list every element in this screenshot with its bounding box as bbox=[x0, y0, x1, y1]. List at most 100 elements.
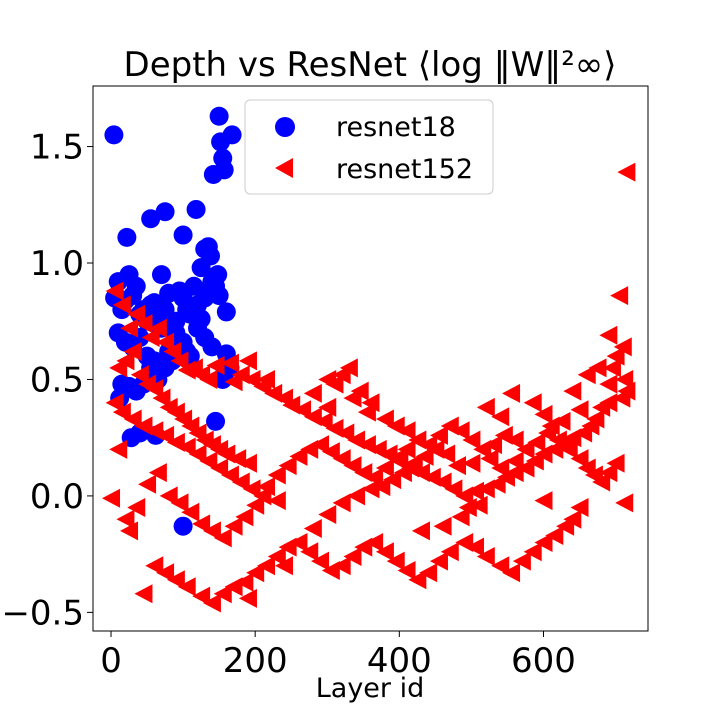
resnet152-point bbox=[462, 430, 481, 450]
resnet152-point bbox=[516, 458, 535, 478]
resnet152-point bbox=[109, 439, 128, 459]
resnet152-point bbox=[354, 537, 373, 557]
plot-frame bbox=[92, 85, 649, 632]
resnet152-point bbox=[365, 467, 384, 487]
resnet152-point bbox=[615, 369, 634, 389]
resnet152-point bbox=[491, 407, 510, 427]
resnet152-point bbox=[516, 439, 535, 459]
resnet152-point bbox=[256, 369, 275, 389]
resnet152-point bbox=[199, 369, 218, 389]
resnet152-point bbox=[592, 397, 611, 417]
legend-marker-resnet18 bbox=[275, 117, 295, 137]
resnet152-point bbox=[451, 421, 470, 441]
resnet18-point bbox=[216, 302, 236, 322]
resnet152-point bbox=[447, 456, 466, 476]
resnet152-point bbox=[238, 351, 257, 371]
resnet152-point bbox=[610, 286, 629, 306]
resnet152-point bbox=[275, 556, 294, 576]
y-tick-label: 1.0 bbox=[30, 244, 84, 284]
chart-title: Depth vs ResNet ⟨log ‖W‖²∞⟩ bbox=[124, 45, 617, 85]
resnet152-point bbox=[105, 393, 124, 413]
resnet152-point bbox=[303, 407, 322, 427]
resnet152-point bbox=[397, 421, 416, 441]
resnet152-point bbox=[275, 388, 294, 408]
resnet152-point bbox=[458, 498, 477, 518]
resnet152-point bbox=[386, 551, 405, 571]
y-tick-label: 0.5 bbox=[30, 360, 84, 400]
resnet152-point bbox=[563, 381, 582, 401]
resnet152-point bbox=[170, 351, 189, 371]
resnet152-point bbox=[112, 295, 131, 315]
resnet152-point bbox=[202, 521, 221, 541]
resnet152-point bbox=[321, 442, 340, 462]
resnet152-point bbox=[138, 474, 157, 494]
resnet152-point bbox=[534, 491, 553, 511]
resnet152-point bbox=[393, 463, 412, 483]
resnet152-point bbox=[166, 432, 185, 452]
resnet152-point bbox=[422, 467, 441, 487]
resnet152-point bbox=[238, 588, 257, 608]
y-tick-label: 1.5 bbox=[30, 128, 84, 168]
resnet152-point bbox=[159, 486, 178, 506]
resnet152-point bbox=[220, 465, 239, 485]
resnet152-point bbox=[512, 551, 531, 571]
resnet152-point bbox=[220, 353, 239, 373]
resnet152-point bbox=[134, 584, 153, 604]
resnet152-point bbox=[289, 446, 308, 466]
resnet152-point bbox=[156, 332, 175, 352]
resnet152-point bbox=[469, 495, 488, 515]
resnet152-point bbox=[343, 456, 362, 476]
resnet152-point bbox=[318, 397, 337, 417]
resnet152-point bbox=[303, 383, 322, 403]
resnet152-point bbox=[433, 516, 452, 536]
resnet152-point bbox=[256, 556, 275, 576]
resnet152-point bbox=[134, 416, 153, 436]
resnet152-point bbox=[192, 586, 211, 606]
resnet152-point bbox=[502, 383, 521, 403]
resnet152-point bbox=[375, 458, 394, 478]
resnet152-point bbox=[462, 453, 481, 473]
resnet152-point bbox=[170, 493, 189, 513]
resnet152-point bbox=[235, 507, 254, 527]
resnet152-point bbox=[123, 409, 142, 429]
resnet152-point bbox=[411, 463, 430, 483]
resnet152-point bbox=[145, 421, 164, 441]
resnet152-point bbox=[523, 542, 542, 562]
resnet152-point bbox=[577, 365, 596, 385]
resnet152-point bbox=[491, 458, 510, 478]
resnet152-point bbox=[192, 514, 211, 534]
resnet152-point bbox=[570, 449, 589, 469]
resnet152-point bbox=[525, 451, 544, 471]
resnet152-point bbox=[592, 472, 611, 492]
resnet152-point bbox=[224, 372, 243, 392]
resnet18-point bbox=[202, 337, 222, 357]
resnet152-point bbox=[437, 444, 456, 464]
resnet152-point bbox=[332, 449, 351, 469]
resnet152-point bbox=[224, 516, 243, 536]
resnet152-point bbox=[347, 430, 366, 450]
resnet152-point bbox=[365, 532, 384, 552]
resnet152-point bbox=[325, 418, 344, 438]
resnet152-point bbox=[372, 477, 391, 497]
x-tick-label: 600 bbox=[511, 641, 576, 681]
resnet152-point bbox=[375, 409, 394, 429]
x-tick-label: 200 bbox=[223, 641, 288, 681]
resnet152-point bbox=[145, 556, 164, 576]
resnet152-point bbox=[242, 369, 261, 389]
plot-area bbox=[102, 106, 636, 613]
resnet152-point bbox=[120, 521, 139, 541]
resnet152-point bbox=[476, 479, 495, 499]
resnet152-point bbox=[497, 467, 516, 487]
resnet18-point bbox=[141, 209, 161, 229]
resnet152-point bbox=[343, 546, 362, 566]
resnet152-point bbox=[552, 411, 571, 431]
resnet152-point bbox=[278, 537, 297, 557]
resnet18-point bbox=[186, 199, 206, 219]
resnet152-point bbox=[145, 379, 164, 399]
resnet152-point bbox=[368, 439, 387, 459]
resnet152-point bbox=[523, 393, 542, 413]
resnet152-point bbox=[429, 551, 448, 571]
resnet152-point bbox=[433, 472, 452, 492]
resnet152-point bbox=[466, 481, 485, 501]
resnet152-point bbox=[375, 542, 394, 562]
